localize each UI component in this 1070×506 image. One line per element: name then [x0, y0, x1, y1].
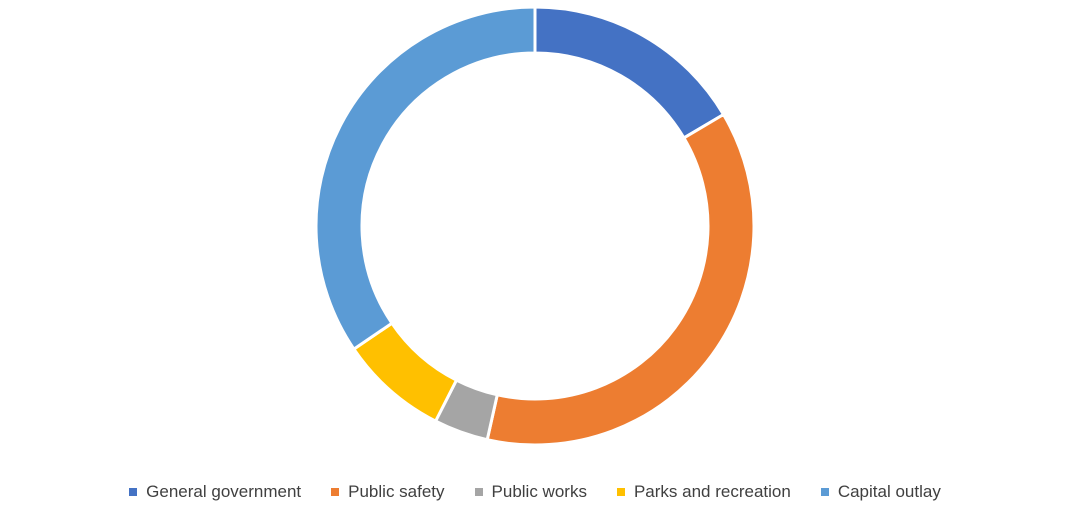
legend-swatch-general-government: [129, 488, 138, 496]
legend-item-general-government: General government: [129, 482, 301, 502]
legend-swatch-public-safety: [331, 488, 340, 496]
chart-legend: General government Public safety Public wo…: [0, 478, 1070, 506]
donut-slice-capital-outlay: [314, 5, 537, 352]
legend-item-capital-outlay: Capital outlay: [820, 482, 941, 502]
legend-label-parks-and-recreation: Parks and recreation: [633, 482, 791, 501]
donut-slice-public-safety: [485, 112, 756, 447]
legend-item-parks-and-recreation: Parks and recreation: [616, 482, 791, 502]
legend-swatch-parks-and-recreation: [616, 488, 625, 496]
donut-chart: [314, 5, 756, 447]
donut-slice-general-government: [533, 5, 726, 140]
legend-label-public-works: Public works: [491, 482, 587, 501]
legend-swatch-capital-outlay: [820, 488, 829, 496]
legend-swatch-public-works: [474, 488, 483, 496]
legend-item-public-works: Public works: [474, 482, 587, 502]
legend-label-public-safety: Public safety: [348, 482, 445, 501]
donut-chart-svg: [314, 5, 756, 447]
legend-label-capital-outlay: Capital outlay: [837, 482, 941, 501]
legend-item-public-safety: Public safety: [331, 482, 445, 502]
legend-label-general-government: General government: [146, 482, 302, 501]
